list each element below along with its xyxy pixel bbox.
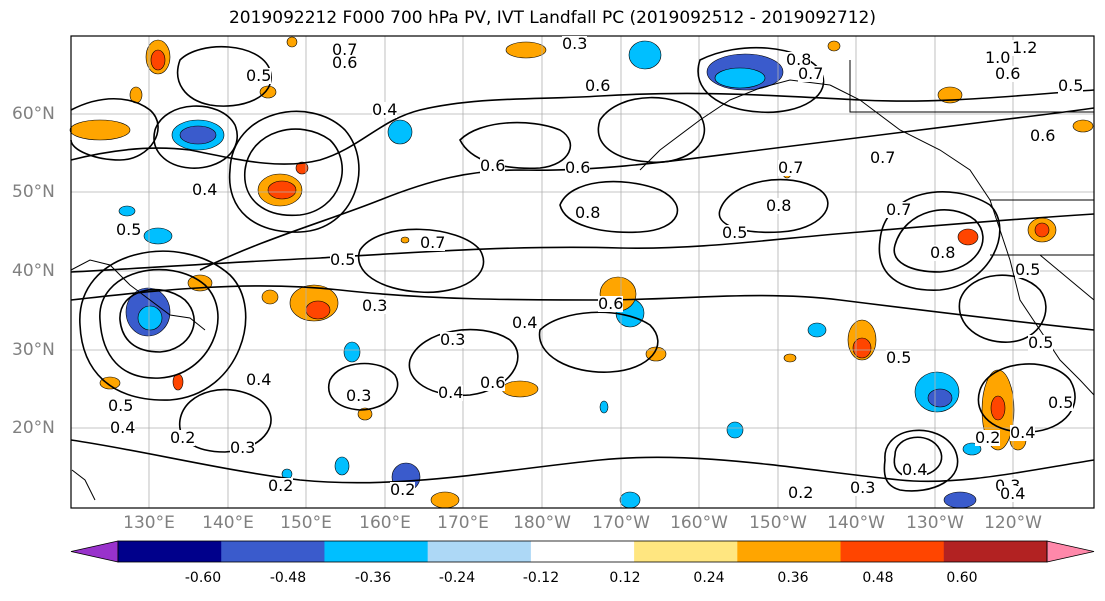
contour-label: 1.0	[985, 48, 1011, 67]
lon-label: 120°W	[984, 513, 1042, 533]
lat-label: 50°N	[12, 182, 55, 202]
coastlines	[70, 60, 1095, 501]
lon-label: 160°W	[670, 513, 728, 533]
lon-label: 150°E	[280, 513, 332, 533]
contour-label: 0.3	[440, 330, 466, 349]
contour-label: 0.4	[246, 370, 272, 389]
contour-label: 0.8	[575, 203, 601, 222]
lat-label: 40°N	[12, 261, 55, 281]
colorbar-tick: -0.36	[354, 570, 392, 586]
contour-label: 0.5	[886, 348, 912, 367]
contour-label: 0.3	[230, 438, 256, 457]
contour-label: 0.5	[108, 396, 134, 415]
contour-label: 0.7	[886, 200, 912, 219]
colorbar-tick: -0.12	[522, 570, 560, 586]
contour-label: 0.5	[116, 220, 142, 239]
lon-label: 140°E	[202, 513, 254, 533]
contour-label: 0.7	[870, 148, 896, 167]
contour-label: 0.8	[766, 196, 792, 215]
lat-label: 60°N	[12, 104, 55, 124]
contour-label: 1.2	[1012, 38, 1038, 57]
lon-label: 170°E	[437, 513, 489, 533]
contour-label: 0.6	[598, 294, 624, 313]
colorbar-tick: -0.60	[184, 570, 222, 586]
contour-label: 0.6	[995, 64, 1021, 83]
contour-label: 0.7	[778, 158, 804, 177]
contour-label: 0.8	[786, 50, 812, 69]
contour-label: 0.3	[346, 386, 372, 405]
contour-label: 0.3	[362, 296, 388, 315]
contour-label: 0.4	[902, 460, 928, 479]
colorbar-tick: 0.12	[609, 570, 641, 586]
contour-label: 0.5	[246, 66, 272, 85]
contour-label: 0.2	[975, 428, 1001, 447]
contour-label: 0.6	[585, 76, 611, 95]
contour-label: 0.4	[110, 418, 136, 437]
contour-label: 0.3	[850, 478, 876, 497]
contour-label: 0.5	[330, 250, 356, 269]
contour-label: 0.5	[1028, 333, 1054, 352]
colorbar-tick: -0.24	[438, 570, 476, 586]
contour-label: 0.5	[1015, 260, 1041, 279]
contour-label: 0.6	[480, 373, 506, 392]
lon-label: 180°W	[513, 513, 571, 533]
contour-label: 0.5	[1048, 393, 1074, 412]
colorbar-tick: 0.48	[862, 570, 894, 586]
contour-label: 0.2	[268, 476, 294, 495]
lon-label: 170°W	[592, 513, 650, 533]
contour-label: 0.6	[480, 156, 506, 175]
contour-label: 0.2	[788, 483, 814, 502]
colorbar-tick: -0.48	[269, 570, 307, 586]
colorbar-tick: 0.24	[693, 570, 725, 586]
lon-label: 160°E	[359, 513, 411, 533]
contour-label: 0.2	[390, 480, 416, 499]
contour-label: 0.4	[1000, 484, 1026, 503]
lon-label: 150°W	[749, 513, 807, 533]
contour-label: 0.5	[722, 223, 748, 242]
contour-label: 0.4	[512, 313, 538, 332]
plot-area	[71, 36, 1094, 508]
contour-label: 0.5	[1058, 76, 1084, 95]
colorbar-tick: 0.60	[946, 570, 978, 586]
contour-label: 0.4	[438, 383, 464, 402]
contour-label: 0.4	[1010, 423, 1036, 442]
contour-label: 0.8	[930, 243, 956, 262]
contour-label: 0.6	[332, 53, 358, 72]
lat-label: 30°N	[12, 340, 55, 360]
colorbar-tick: 0.36	[777, 570, 809, 586]
contour-label: 0.7	[798, 64, 824, 83]
lon-label: 130°E	[123, 513, 175, 533]
lon-label: 140°W	[827, 513, 885, 533]
contour-label: 0.2	[170, 428, 196, 447]
contour-label: 0.6	[565, 158, 591, 177]
contour-label: 0.3	[562, 34, 588, 53]
contour-label: 0.7	[420, 233, 446, 252]
lon-label: 130°W	[906, 513, 964, 533]
contour-label: 0.4	[192, 180, 218, 199]
map-title: 2019092212 F000 700 hPa PV, IVT Landfall…	[228, 8, 876, 28]
contour-label: 0.6	[1030, 126, 1056, 145]
contour-label: 0.4	[372, 100, 398, 119]
contour-label: 0.7	[332, 40, 358, 59]
lat-label: 20°N	[12, 418, 55, 438]
